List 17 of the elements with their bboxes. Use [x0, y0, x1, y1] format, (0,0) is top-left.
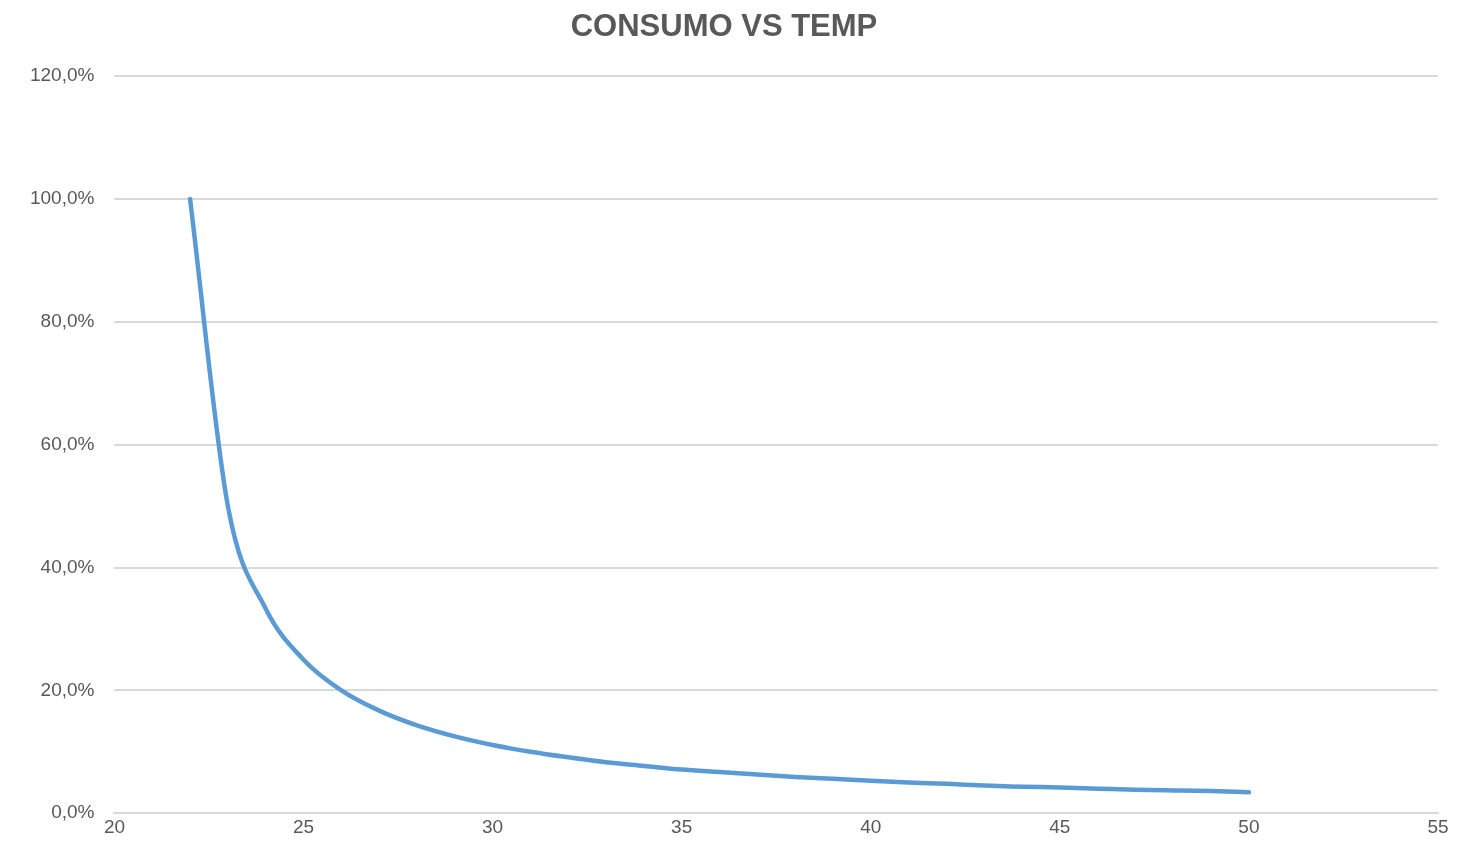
chart-title: CONSUMO VS TEMP [570, 8, 878, 44]
x-tick-label: 35 [671, 815, 693, 837]
y-tick-label: 20,0% [40, 678, 95, 700]
x-tick-label: 50 [1238, 815, 1260, 837]
y-tick-label: 40,0% [40, 555, 95, 577]
x-tick-label: 30 [482, 815, 504, 837]
y-tick-label: 100,0% [29, 187, 95, 209]
line-series [187, 196, 1252, 795]
x-tick-label: 55 [1427, 815, 1449, 837]
y-tick-label: 80,0% [40, 310, 95, 332]
y-tick-label: 60,0% [40, 432, 95, 454]
x-tick-label: 45 [1049, 815, 1071, 837]
x-tick-label: 40 [860, 815, 882, 837]
y-tick-label: 0,0% [51, 801, 95, 823]
y-tick-label: 120,0% [29, 64, 95, 86]
x-tick-label: 20 [103, 815, 126, 837]
x-tick-label: 25 [292, 815, 315, 837]
